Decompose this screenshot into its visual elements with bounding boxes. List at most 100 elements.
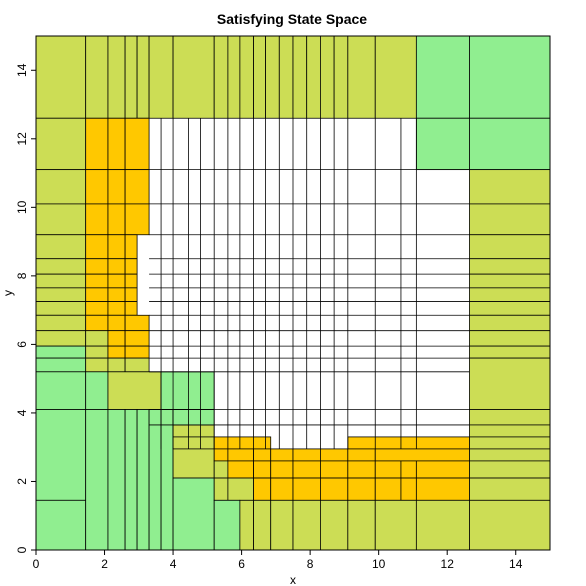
cell-olive [469, 499, 551, 551]
x-tick-label: 0 [33, 557, 40, 571]
cell-olive [35, 314, 87, 332]
cell-orange [253, 477, 272, 501]
cell-green [160, 409, 174, 551]
cell-olive [85, 330, 109, 347]
cell-olive [172, 424, 215, 438]
cell-olive [35, 117, 87, 171]
cell-orange [253, 448, 272, 462]
cell-green [136, 409, 150, 551]
cell-orange [374, 460, 402, 479]
cell-orange [107, 314, 126, 332]
cell-olive [333, 35, 349, 119]
cell-olive [35, 234, 87, 260]
cell-olive [35, 203, 87, 236]
cell-olive [469, 203, 551, 236]
cell-orange [124, 301, 138, 316]
cell-green [85, 409, 109, 551]
cell-green [124, 409, 138, 551]
cell-green [469, 35, 551, 119]
cell-olive [415, 499, 470, 551]
cell-green [85, 371, 109, 410]
cell-orange [320, 460, 349, 479]
cell-green [415, 117, 470, 171]
cell-green [415, 35, 470, 119]
cell-olive [270, 499, 294, 551]
y-tick-label: 4 [15, 409, 29, 416]
cells-layer [35, 35, 551, 551]
cell-olive [469, 314, 551, 332]
cell-olive [107, 371, 162, 410]
cell-olive [253, 499, 272, 551]
cell-orange [400, 477, 417, 501]
cell-orange [374, 477, 402, 501]
cell-olive [469, 460, 551, 479]
cell-olive [347, 499, 376, 551]
cell-olive [172, 436, 215, 450]
cell-olive [124, 357, 150, 373]
cell-olive [35, 35, 87, 119]
cell-olive [469, 301, 551, 316]
cell-orange [85, 203, 109, 236]
cell-olive [469, 436, 551, 450]
cell-orange [124, 203, 150, 236]
x-axis-label: x [290, 573, 296, 586]
cell-orange [270, 477, 294, 501]
cell-olive [292, 35, 308, 119]
cell-orange [213, 448, 229, 462]
cell-orange [124, 169, 150, 205]
cell-orange [124, 330, 150, 347]
cell-olive [213, 477, 229, 501]
cell-olive [278, 35, 294, 119]
cell-orange [85, 287, 109, 302]
x-tick-label: 10 [372, 557, 386, 571]
gridlines-layer [149, 118, 470, 449]
cell-orange [124, 287, 138, 302]
cell-olive [292, 499, 321, 551]
cell-orange [107, 258, 126, 275]
chart-title: Satisfying State Space [217, 11, 367, 27]
cell-green [160, 371, 215, 410]
cell-olive [35, 258, 87, 275]
cell-orange [107, 330, 126, 347]
cell-olive [227, 477, 254, 501]
cell-orange [107, 273, 126, 289]
cell-olive [469, 258, 551, 275]
cell-orange [124, 314, 150, 332]
cell-olive [213, 460, 229, 479]
cell-olive [469, 234, 551, 260]
cell-orange [415, 460, 470, 479]
cell-olive [107, 35, 126, 119]
cell-orange [292, 477, 321, 501]
cell-green [469, 117, 551, 171]
cell-orange [270, 448, 294, 462]
cell-orange [107, 203, 126, 236]
cell-olive [85, 357, 109, 373]
cell-orange [107, 234, 126, 260]
cell-olive [320, 499, 349, 551]
cell-olive [35, 273, 87, 289]
x-tick-label: 2 [101, 557, 108, 571]
cell-olive [213, 35, 229, 119]
cell-orange [320, 448, 349, 462]
cell-olive [253, 35, 266, 119]
cell-olive [469, 345, 551, 359]
cell-orange [85, 258, 109, 275]
cell-green [172, 409, 215, 426]
cell-olive [469, 448, 551, 462]
cell-orange [85, 314, 109, 332]
y-tick-label: 12 [15, 132, 29, 146]
cell-olive [469, 330, 551, 347]
cell-olive [85, 35, 109, 119]
cell-olive [469, 477, 551, 501]
cell-olive [320, 35, 335, 119]
y-axis-label: y [1, 290, 15, 296]
y-tick-label: 10 [15, 200, 29, 214]
cell-orange [124, 234, 138, 260]
plot-frame [35, 35, 551, 551]
cell-olive [172, 35, 215, 119]
cell-orange [85, 169, 109, 205]
cell-orange [85, 234, 109, 260]
cell-green [213, 499, 241, 551]
x-axis: 0 2 4 6 8 10 12 14 [33, 550, 523, 571]
cell-green [35, 345, 87, 359]
